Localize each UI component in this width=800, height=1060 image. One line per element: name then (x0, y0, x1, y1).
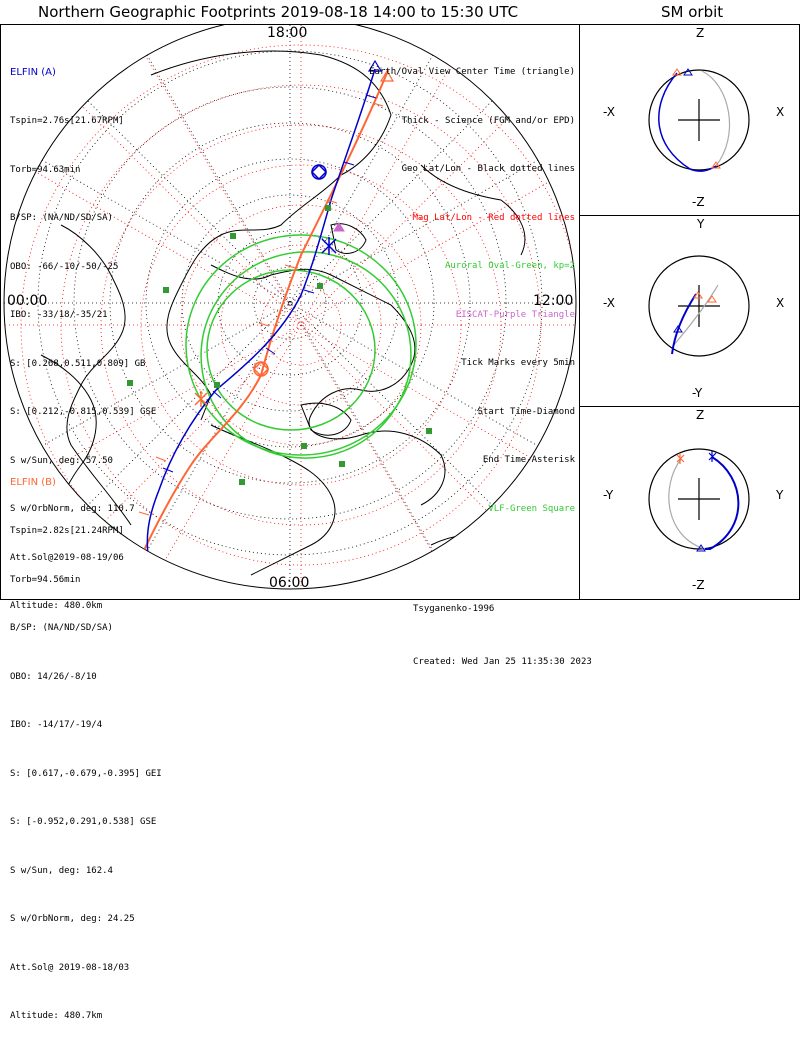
sm-axis-left: -Y (603, 488, 614, 502)
geo-lat-grid (37, 50, 543, 556)
elfin-a-center-triangle (367, 59, 383, 72)
elfin-a-line: S: [0.212,-0.815,0.539] GSE (10, 407, 157, 417)
elfin-b-line: Tspin=2.82s[21.24RPM] (10, 526, 124, 536)
sm-axis-right: X (776, 105, 785, 119)
sm-axis-bottom: -Y (692, 386, 703, 400)
credit-created: Created: Wed Jan 25 11:35:30 2023 (413, 656, 592, 667)
page-title: Northern Geographic Footprints 2019-08-1… (38, 3, 519, 21)
geo-lon-grid (4, 25, 576, 589)
legend-item: Tick Marks every 5min (461, 358, 575, 368)
orbit-b-path (668, 458, 706, 550)
elfin-a-line: OBO: -66/-10/-50/-25 (10, 261, 119, 272)
elfin-b-end-asterisk (194, 391, 208, 407)
sm-plot-xy (648, 255, 750, 357)
sm-axis-right: Y (776, 488, 784, 502)
legend: Earth/Oval View Center Time (triangle) T… (369, 29, 575, 552)
elfin-b-line: S: [-0.952,0.291,0.538] GSE (10, 817, 157, 827)
elfin-a-ticks (162, 94, 377, 473)
credit-model: Tsyganenko-1996 (413, 604, 495, 614)
legend-item: Earth/Oval View Center Time (triangle) (369, 67, 575, 77)
orbit-a-path (705, 456, 740, 550)
orbit-b-path (701, 70, 731, 167)
vlf-squares (127, 205, 432, 485)
auroral-oval (185, 234, 417, 459)
legend-item: Auroral Oval-Green, kp=2 (444, 261, 575, 271)
elfin-a-line: Att.Sol@2019-08-19/06 (10, 552, 124, 563)
elfin-a-line: Tspin=2.76s[21.67RPM] (10, 116, 124, 126)
sm-panel-yz: Z -Z -Y Y (579, 406, 800, 600)
sm-axis-left: -X (603, 105, 615, 119)
elfin-b-info: ELFIN (B) Tspin=2.82s[21.24RPM] Torb=94.… (10, 439, 162, 1060)
earth-circle (648, 69, 750, 171)
orbit-b-path (672, 284, 719, 347)
elfin-a-line: IBO: -33/18/-35/21 (10, 310, 108, 320)
earth-circle (648, 448, 750, 550)
elfin-a-start-diamond (310, 163, 328, 181)
elfin-b-line: S w/OrbNorm, deg: 24.25 (10, 914, 135, 924)
earth-circle (648, 255, 750, 357)
sm-axis-bottom: -Z (692, 195, 705, 209)
elfin-b-start-diamond (252, 360, 270, 378)
elfin-b-line: S: [0.617,-0.679,-0.395] GEI (10, 768, 162, 779)
eiscat-triangle (333, 222, 345, 232)
elfin-b-line: OBO: 14/26/-8/10 (10, 671, 97, 682)
legend-item: End Time-Asterisk (482, 455, 575, 465)
utc-label-bottom: 06:00 (269, 575, 310, 591)
sm-axis-bottom: -Z (692, 578, 705, 592)
orbit-a-path (658, 72, 717, 172)
utc-label-top: 18:00 (267, 25, 308, 41)
elfin-a-line: Torb=94.63min (10, 164, 81, 175)
continent-outlines (40, 50, 526, 576)
elfin-b-line: S w/Sun, deg: 162.4 (10, 865, 113, 876)
sm-axis-right: X (776, 296, 785, 310)
footprint-map (3, 25, 577, 590)
elfin-b-header: ELFIN (B) (10, 477, 56, 488)
legend-item: EISCAT-Purple Triangle (455, 309, 575, 320)
mag-lon-grid (4, 25, 576, 589)
elfin-b-line: B/SP: (NA/ND/SD/SA) (10, 623, 113, 633)
elfin-b-ticks (138, 102, 384, 516)
utc-label-right: 12:00 (533, 293, 574, 309)
sm-plot-xz (648, 68, 750, 172)
legend-item: VLF-Green Square (488, 503, 575, 514)
elfin-b-center-triangle (379, 69, 395, 82)
legend-item: Thick - Science (FGM and/or EPD) (401, 115, 575, 126)
elfin-a-line: S: [0.268,0.511,0.809] GB (10, 358, 146, 369)
legend-item: Geo Lat/Lon - Black dotted lines (401, 164, 575, 174)
elfin-a-line: B/SP: (NA/ND/SD/SA) (10, 213, 113, 223)
sm-orbit-title: SM orbit (661, 3, 724, 21)
footprint-map-panel: 18:00 00:00 12:00 06:00 ELFIN (A) Tspin=… (0, 24, 592, 1021)
elfin-a-line: S w/Sun, deg: 57.50 (10, 455, 113, 466)
sm-panel-xz: Z -Z -X X (579, 24, 800, 216)
credits: Tsyganenko-1996 Created: Wed Jan 25 11:3… (413, 566, 592, 705)
legend-item: Start Time-Diamond (477, 406, 575, 417)
sm-axis-top: Y (697, 217, 705, 231)
elfin-b-line: Att.Sol@ 2019-08-18/03 (10, 962, 130, 973)
sm-axis-top: Z (696, 26, 705, 40)
legend-item: Mag Lat/Lon - Red dotted lines (412, 212, 575, 223)
sm-panel-xy: Y -Y -X X (579, 215, 800, 407)
elfin-b-line: Torb=94.56min (10, 574, 81, 585)
elfin-a-header: ELFIN (A) (10, 67, 56, 78)
elfin-b-line: IBO: -14/17/-19/4 (10, 720, 103, 730)
elfin-a-end-asterisk (321, 237, 337, 255)
elfin-a-trajectory (146, 68, 376, 571)
sm-plot-yz (648, 448, 750, 552)
orbit-a-path (671, 293, 697, 355)
elfin-b-line: Altitude: 480.7km (10, 1011, 103, 1021)
elfin-a-line: S w/OrbNorm, deg: 110.7 (10, 504, 135, 514)
utc-label-left: 00:00 (7, 293, 48, 309)
sm-axis-left: -X (603, 296, 615, 310)
sm-axis-top: Z (696, 408, 705, 422)
